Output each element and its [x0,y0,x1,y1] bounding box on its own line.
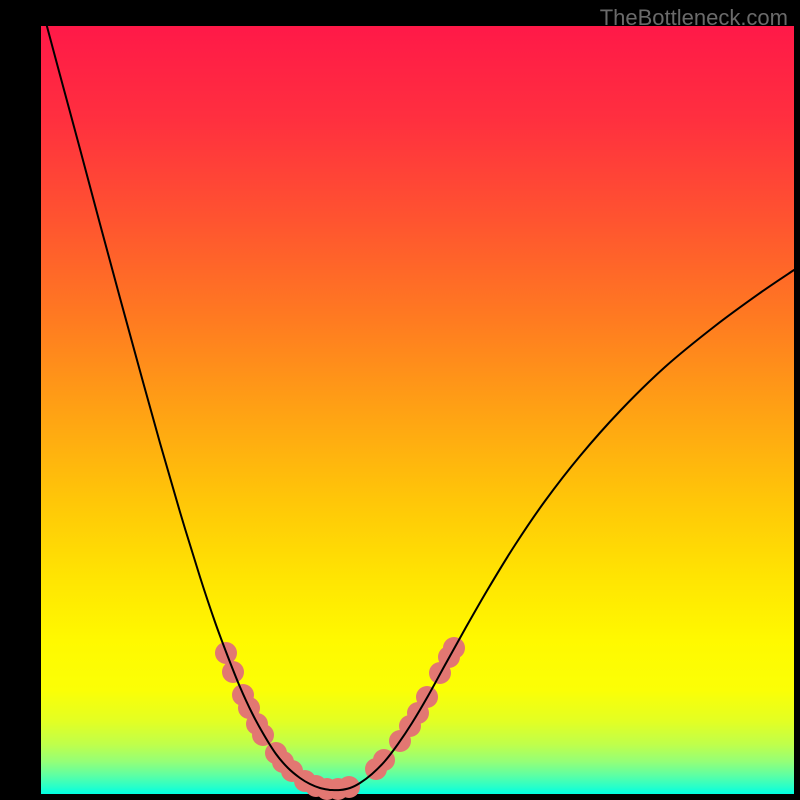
marker-dot [338,776,360,798]
marker-cluster-bottom [294,770,360,800]
marker-cluster-right [365,637,465,780]
curve-left [41,4,330,790]
curve-right [330,270,794,790]
watermark-text: TheBottleneck.com [600,5,788,31]
chart-overlay [0,0,800,800]
marker-cluster-left [215,642,303,782]
